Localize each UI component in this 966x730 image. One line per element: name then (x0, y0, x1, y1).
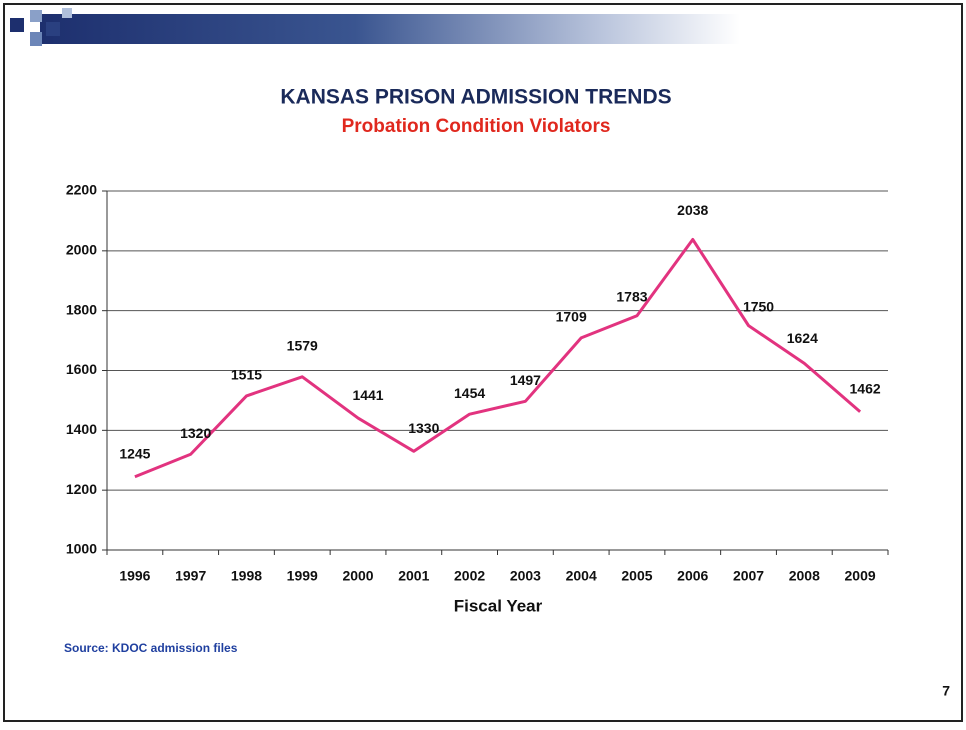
x-tick-label: 1996 (119, 568, 150, 584)
x-tick-label: 2007 (733, 568, 764, 584)
chart-title: KANSAS PRISON ADMISSION TRENDS (280, 86, 671, 109)
data-label: 2038 (677, 202, 708, 218)
x-axis-label: Fiscal Year (454, 596, 543, 615)
data-label: 1579 (287, 337, 318, 353)
data-label: 1497 (510, 372, 541, 388)
x-tick-label: 2000 (342, 568, 373, 584)
header-square (62, 8, 72, 18)
data-label: 1624 (787, 330, 818, 346)
header-band (40, 14, 740, 44)
chart-subtitle: Probation Condition Violators (342, 116, 611, 137)
header-square (10, 18, 24, 32)
x-tick-label: 2002 (454, 568, 485, 584)
data-label: 1709 (556, 309, 587, 325)
y-tick-label: 1400 (66, 421, 97, 437)
y-tick-label: 2200 (66, 182, 97, 198)
x-tick-label: 1998 (231, 568, 262, 584)
data-label: 1783 (616, 288, 647, 304)
x-tick-label: 2004 (566, 568, 597, 584)
data-label: 1515 (231, 367, 262, 383)
x-tick-label: 1997 (175, 568, 206, 584)
header-square (30, 32, 42, 46)
data-label: 1441 (352, 387, 383, 403)
x-tick-label: 2008 (789, 568, 820, 584)
y-tick-label: 2000 (66, 242, 97, 258)
data-label: 1245 (119, 445, 150, 461)
y-tick-label: 1800 (66, 301, 97, 317)
x-tick-label: 1999 (287, 568, 318, 584)
x-tick-label: 2001 (398, 568, 429, 584)
y-tick-label: 1000 (66, 541, 97, 557)
y-tick-label: 1200 (66, 481, 97, 497)
source-note: Source: KDOC admission files (64, 641, 238, 655)
x-tick-label: 2009 (845, 568, 876, 584)
header-square (46, 22, 60, 36)
header-square (30, 10, 42, 22)
x-tick-label: 2003 (510, 568, 541, 584)
data-label: 1750 (743, 298, 774, 314)
data-label: 1330 (408, 420, 439, 436)
data-label: 1320 (180, 425, 211, 441)
page-number: 7 (942, 683, 950, 699)
series-line (134, 237, 862, 479)
y-tick-label: 1600 (66, 361, 97, 377)
data-label: 1454 (454, 385, 485, 401)
x-tick-label: 2005 (621, 568, 652, 584)
data-label: 1462 (850, 380, 881, 396)
x-tick-label: 2006 (677, 568, 708, 584)
